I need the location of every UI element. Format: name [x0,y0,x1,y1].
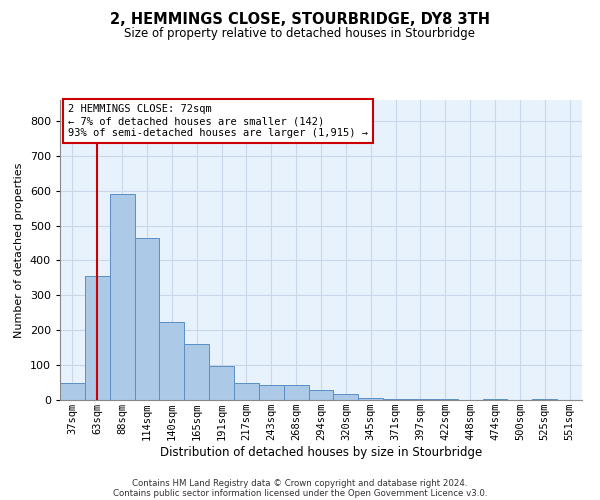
Bar [110,194,134,400]
Bar [184,344,209,400]
Bar [334,394,358,400]
Text: Contains public sector information licensed under the Open Government Licence v3: Contains public sector information licen… [113,488,487,498]
Bar [308,390,334,400]
X-axis label: Distribution of detached houses by size in Stourbridge: Distribution of detached houses by size … [160,446,482,459]
Bar [209,366,234,400]
Bar [85,276,110,400]
Bar [383,399,408,400]
Text: 2 HEMMINGS CLOSE: 72sqm
← 7% of detached houses are smaller (142)
93% of semi-de: 2 HEMMINGS CLOSE: 72sqm ← 7% of detached… [68,104,368,138]
Bar [160,322,184,400]
Bar [408,399,433,400]
Text: Size of property relative to detached houses in Stourbridge: Size of property relative to detached ho… [125,28,476,40]
Text: Contains HM Land Registry data © Crown copyright and database right 2024.: Contains HM Land Registry data © Crown c… [132,478,468,488]
Bar [358,398,383,400]
Bar [259,386,284,400]
Y-axis label: Number of detached properties: Number of detached properties [14,162,24,338]
Bar [234,382,259,400]
Bar [284,386,308,400]
Bar [134,238,160,400]
Bar [60,382,85,400]
Text: 2, HEMMINGS CLOSE, STOURBRIDGE, DY8 3TH: 2, HEMMINGS CLOSE, STOURBRIDGE, DY8 3TH [110,12,490,28]
